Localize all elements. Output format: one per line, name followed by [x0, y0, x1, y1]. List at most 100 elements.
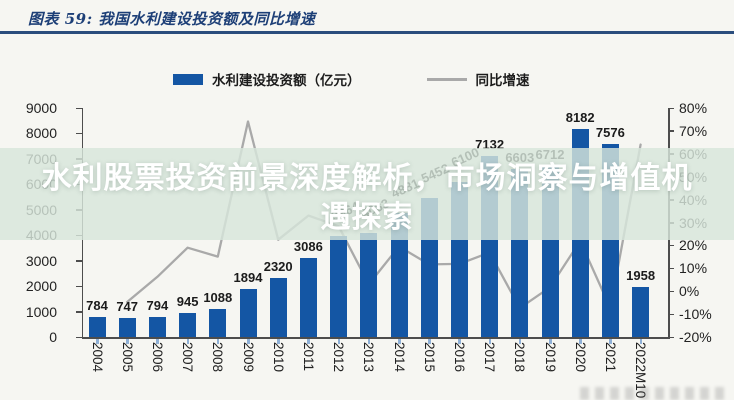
y-axis-right-label: 80% — [679, 100, 708, 116]
y-axis-right-tick — [668, 313, 674, 316]
x-axis-tick-2007 — [186, 338, 190, 344]
x-axis-tick-2008 — [216, 338, 220, 344]
bar-2009 — [239, 288, 257, 337]
x-tick-label-2012: 2012 — [331, 342, 347, 373]
bar-label-2020: 8182 — [565, 109, 595, 125]
bar-2014 — [390, 212, 408, 337]
x-tick-label-2013: 2013 — [361, 342, 377, 373]
bar-2006 — [148, 316, 166, 337]
x-tick-label-2014: 2014 — [391, 342, 407, 373]
y-axis-right-tick — [668, 336, 674, 338]
legend-bar-swatch-icon — [173, 73, 203, 85]
legend-investment-label: 水利建设投资额（亿元） — [212, 73, 361, 88]
x-tick-label-2009: 2009 — [240, 342, 256, 373]
bar-label-2008: 1088 — [203, 290, 233, 306]
legend-line-swatch-icon — [426, 77, 467, 81]
x-tick-label-2004: 2004 — [89, 342, 105, 373]
x-tick-label-2017: 2017 — [482, 342, 498, 373]
x-axis-tick-2011 — [307, 338, 310, 344]
y-axis-right-tick — [668, 107, 674, 109]
x-tick-label-2010: 2010 — [270, 342, 286, 373]
x-axis-line — [81, 337, 670, 339]
bar-2005 — [118, 317, 136, 337]
x-axis-tick-2009 — [247, 338, 250, 344]
y-axis-right-label: -20% — [679, 329, 712, 345]
y-axis-right-label: 0% — [679, 283, 700, 300]
bar-label-2010: 2320 — [263, 258, 293, 274]
y-axis-left-label: 2000 — [25, 278, 57, 295]
x-axis-tick-2015 — [428, 338, 431, 344]
bar-2022M10 — [632, 287, 650, 337]
x-tick-label-2011: 2011 — [300, 342, 316, 372]
y-axis-right-label: -10% — [679, 306, 712, 323]
y-axis-left-label: 3000 — [25, 252, 57, 269]
y-axis-right-tick — [668, 267, 674, 270]
x-tick-label-2021: 2021 — [602, 342, 618, 373]
x-axis-tick-2005 — [126, 338, 129, 344]
bar-label-2007: 945 — [176, 293, 199, 309]
y-axis-left-label: 9000 — [25, 100, 57, 116]
y-axis-right-tick — [668, 290, 674, 293]
overlay-band: 水利股票投资前景深度解析，市场洞察与增值机 遇探索 — [0, 148, 734, 240]
y-axis-right-tick — [668, 130, 674, 132]
y-axis-right-label: 10% — [679, 260, 708, 277]
bar-2004 — [88, 317, 106, 337]
y-axis-left-tick — [76, 107, 82, 109]
bar-label-2022M10: 1958 — [626, 268, 656, 284]
x-tick-label-2016: 2016 — [451, 342, 467, 373]
watermark-smudge — [580, 387, 730, 400]
x-tick-label-2006: 2006 — [149, 342, 165, 373]
bar-2008 — [209, 309, 227, 337]
x-axis-tick-2018 — [518, 338, 522, 344]
y-axis-right-tick — [668, 244, 674, 247]
x-tick-label-2008: 2008 — [210, 342, 226, 373]
x-axis-tick-2012 — [337, 338, 341, 344]
x-axis-tick-2020 — [579, 338, 582, 344]
x-axis-tick-2016 — [458, 338, 461, 344]
bar-2011 — [299, 258, 317, 337]
bar-label-2011: 3086 — [293, 239, 323, 255]
bar-label-2017: 7132 — [475, 136, 505, 152]
x-tick-label-2020: 2020 — [572, 342, 588, 373]
bar-label-2021: 7576 — [595, 125, 625, 141]
x-tick-label-2005: 2005 — [119, 342, 135, 373]
x-axis-tick-2013 — [367, 338, 371, 344]
x-tick-label-2019: 2019 — [542, 342, 558, 373]
bar-2013 — [360, 233, 378, 337]
bar-2007 — [179, 312, 197, 337]
overlay-headline-line1: 水利股票投资前景深度解析，市场洞察与增值机 — [41, 162, 693, 195]
x-axis-tick-2010 — [277, 338, 280, 344]
title-divider — [0, 31, 734, 34]
y-axis-left-tick — [76, 260, 82, 262]
y-axis-left-tick — [76, 336, 82, 338]
x-axis-tick-2014 — [398, 338, 401, 344]
bar-2010 — [269, 277, 287, 337]
x-axis-tick-2021 — [609, 338, 612, 344]
bar-label-2004: 784 — [86, 298, 108, 314]
y-axis-left-label: 8000 — [25, 125, 57, 142]
x-tick-label-2018: 2018 — [512, 342, 528, 373]
y-axis-left-tick — [76, 311, 82, 313]
legend-growth-label: 同比增速 — [475, 73, 530, 88]
bar-label-2006: 794 — [146, 297, 169, 313]
x-tick-label-2015: 2015 — [421, 342, 437, 373]
y-axis-left-label: 0 — [49, 329, 57, 345]
y-axis-left-label: 1000 — [25, 303, 57, 320]
x-axis-tick-2004 — [96, 338, 99, 344]
x-axis-tick-2019 — [549, 338, 552, 344]
chart-legend: 水利建设投资额（亿元） 同比增速 — [173, 69, 530, 89]
bar-label-2009: 1894 — [233, 269, 263, 285]
y-axis-left-tick — [76, 285, 82, 288]
figure-title: 图表 59: 我国水利建设投资额及同比增速 — [28, 10, 316, 28]
bar-2012 — [330, 236, 348, 337]
bar-label-2005: 747 — [116, 298, 139, 314]
y-axis-left-tick — [76, 132, 82, 135]
x-axis-tick-2017 — [488, 338, 492, 344]
x-axis-tick-2006 — [156, 338, 159, 344]
y-axis-right-label: 20% — [679, 237, 708, 254]
x-axis-tick-2022M10 — [639, 338, 643, 344]
overlay-headline-line2: 遇探索 — [320, 201, 414, 234]
x-tick-label-2007: 2007 — [180, 342, 196, 373]
y-axis-right-label: 70% — [679, 122, 708, 139]
